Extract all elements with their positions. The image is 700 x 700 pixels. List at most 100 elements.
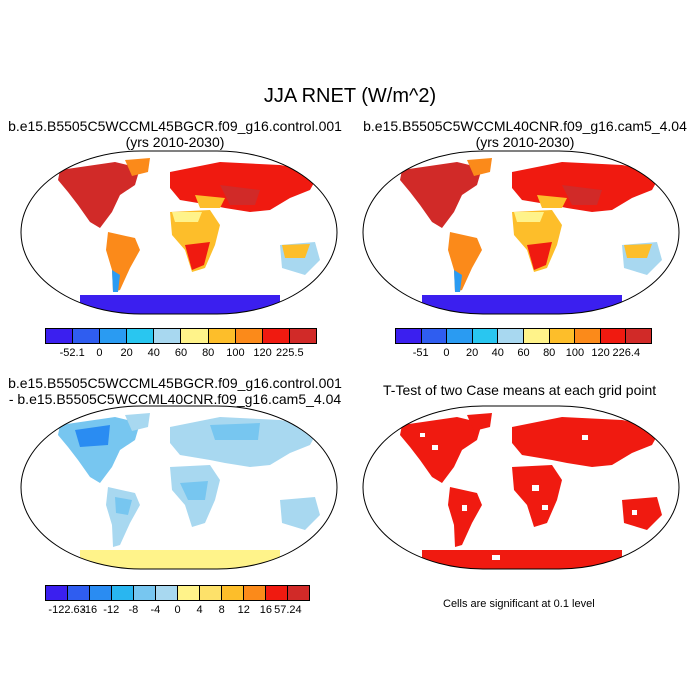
colorbar-swatch bbox=[46, 586, 68, 600]
colorbar-swatch bbox=[262, 329, 290, 343]
eurasia bbox=[512, 417, 662, 467]
colorbar-swatch bbox=[208, 329, 236, 343]
colorbar-swatch bbox=[288, 586, 309, 600]
panel2-title-line2: (yrs 2010-2030) bbox=[475, 134, 575, 150]
colorbar-swatch bbox=[112, 586, 134, 600]
colorbar-tick-label: 120 bbox=[591, 347, 610, 359]
south-america bbox=[448, 487, 482, 547]
colorbar-ticks-panel-1: -52.1 0 20 40 60 80 100 120 225.5 bbox=[45, 347, 317, 361]
panel2-title: b.e15.B5505C5WCCML40CNR.f09_g16.cam5_4.0… bbox=[350, 118, 700, 150]
colorbar-swatch bbox=[127, 329, 155, 343]
colorbar-tick-label: -4 bbox=[150, 604, 161, 616]
colorbar-tick-label: 100 bbox=[226, 347, 245, 359]
colorbar-swatch bbox=[73, 329, 101, 343]
antarctica bbox=[80, 295, 280, 314]
map-panel-2 bbox=[362, 150, 680, 315]
colorbar-panel-2 bbox=[395, 328, 652, 344]
africa bbox=[170, 210, 220, 272]
panel1-title-line2: (yrs 2010-2030) bbox=[125, 134, 225, 150]
antarctica bbox=[422, 295, 622, 314]
colorbar-swatch bbox=[134, 586, 156, 600]
panel3-title: b.e15.B5505C5WCCML45BGCR.f09_g16.control… bbox=[0, 375, 350, 407]
colorbar-swatch bbox=[447, 329, 473, 343]
panel3-title-line2: - b.e15.B5505C5WCCML40CNR.f09_g16.cam5_4… bbox=[8, 391, 342, 407]
colorbar-swatch bbox=[472, 329, 499, 343]
colorbar-swatch bbox=[222, 586, 244, 600]
panel4-title: T-Test of two Case means at each grid po… bbox=[383, 382, 657, 398]
colorbar-tick-label: 100 bbox=[565, 347, 585, 359]
colorbar-tick-label: 4 bbox=[196, 604, 203, 616]
greenland bbox=[125, 413, 150, 431]
map-panel-4 bbox=[362, 405, 680, 570]
colorbar-panel-3 bbox=[45, 585, 310, 601]
colorbar-tick-label: 60 bbox=[174, 347, 188, 359]
panel2-title-line1: b.e15.B5505C5WCCML40CNR.f09_g16.cam5_4.0… bbox=[363, 118, 687, 134]
colorbar-swatch bbox=[181, 329, 209, 343]
colorbar-tick-label: -51 bbox=[412, 347, 429, 359]
colorbar-tick-label: 8 bbox=[218, 604, 225, 616]
colorbar-swatch bbox=[626, 329, 651, 343]
antarctica bbox=[422, 550, 622, 569]
colorbar-tick-label: 226.4 bbox=[612, 347, 641, 359]
africa bbox=[512, 210, 562, 272]
colorbar-swatch bbox=[235, 329, 263, 343]
greenland bbox=[467, 413, 492, 431]
colorbar-ticks-panel-3: -122.63 -16 -12 -8 -4 0 4 8 12 16 57.24 bbox=[45, 604, 310, 618]
colorbar-swatch bbox=[600, 329, 627, 343]
colorbar-tick-label: 60 bbox=[517, 347, 530, 359]
colorbar-ticks-panel-2: -51 0 20 40 60 80 100 120 226.4 bbox=[395, 347, 652, 361]
colorbar-tick-label: 0 bbox=[96, 347, 103, 359]
colorbar-tick-label: -122.63 bbox=[48, 604, 86, 616]
antarctica bbox=[80, 550, 280, 569]
colorbar-swatch bbox=[90, 586, 112, 600]
colorbar-tick-label: -16 bbox=[81, 604, 98, 616]
colorbar-swatch bbox=[549, 329, 576, 343]
colorbar-swatch bbox=[523, 329, 550, 343]
colorbar-tick-label: -52.1 bbox=[59, 347, 85, 359]
colorbar-tick-label: 0 bbox=[443, 347, 450, 359]
figure-title: JJA RNET (W/m^2) bbox=[263, 85, 437, 107]
colorbar-tick-label: 20 bbox=[465, 347, 479, 359]
colorbar-tick-label: 40 bbox=[147, 347, 160, 359]
colorbar-tick-label: 0 bbox=[174, 604, 181, 616]
map-panel-1 bbox=[20, 150, 338, 315]
north-america bbox=[400, 162, 482, 228]
colorbar-swatch bbox=[178, 586, 200, 600]
africa bbox=[512, 465, 562, 527]
colorbar-swatch bbox=[421, 329, 448, 343]
colorbar-tick-label: 40 bbox=[491, 347, 504, 359]
colorbar-swatch bbox=[46, 329, 74, 343]
colorbar-swatch bbox=[156, 586, 178, 600]
colorbar-tick-label: 225.5 bbox=[276, 347, 304, 359]
colorbar-swatch bbox=[498, 329, 524, 343]
colorbar-tick-label: 80 bbox=[202, 347, 215, 359]
colorbar-tick-label: -12 bbox=[103, 604, 120, 616]
panel1-title-line1: b.e15.B5505C5WCCML45BGCR.f09_g16.control… bbox=[8, 118, 342, 134]
colorbar-tick-label: 12 bbox=[237, 604, 250, 616]
panel3-title-line1: b.e15.B5505C5WCCML45BGCR.f09_g16.control… bbox=[8, 375, 342, 391]
colorbar-swatch bbox=[68, 586, 90, 600]
colorbar-swatch bbox=[266, 586, 288, 600]
australia bbox=[280, 497, 320, 530]
greenland bbox=[467, 158, 492, 176]
colorbar-swatch bbox=[100, 329, 128, 343]
south-america bbox=[106, 487, 140, 547]
significance-note: Cells are significant at 0.1 level bbox=[443, 598, 595, 610]
colorbar-panel-1 bbox=[45, 328, 317, 344]
colorbar-tick-label: -8 bbox=[128, 604, 139, 616]
greenland bbox=[125, 158, 150, 176]
australia bbox=[622, 497, 662, 530]
colorbar-swatch bbox=[200, 586, 222, 600]
colorbar-swatch bbox=[244, 586, 266, 600]
colorbar-swatch bbox=[396, 329, 422, 343]
colorbar-tick-label: 120 bbox=[253, 347, 272, 359]
eurasia bbox=[170, 417, 320, 467]
colorbar-swatch bbox=[575, 329, 601, 343]
colorbar-tick-label: 80 bbox=[543, 347, 556, 359]
colorbar-tick-label: 16 bbox=[259, 604, 272, 616]
colorbar-swatch bbox=[154, 329, 182, 343]
map-panel-3 bbox=[20, 405, 338, 570]
colorbar-tick-label: 57.24 bbox=[274, 604, 302, 616]
north-america bbox=[58, 162, 140, 228]
colorbar-swatch bbox=[289, 329, 316, 343]
